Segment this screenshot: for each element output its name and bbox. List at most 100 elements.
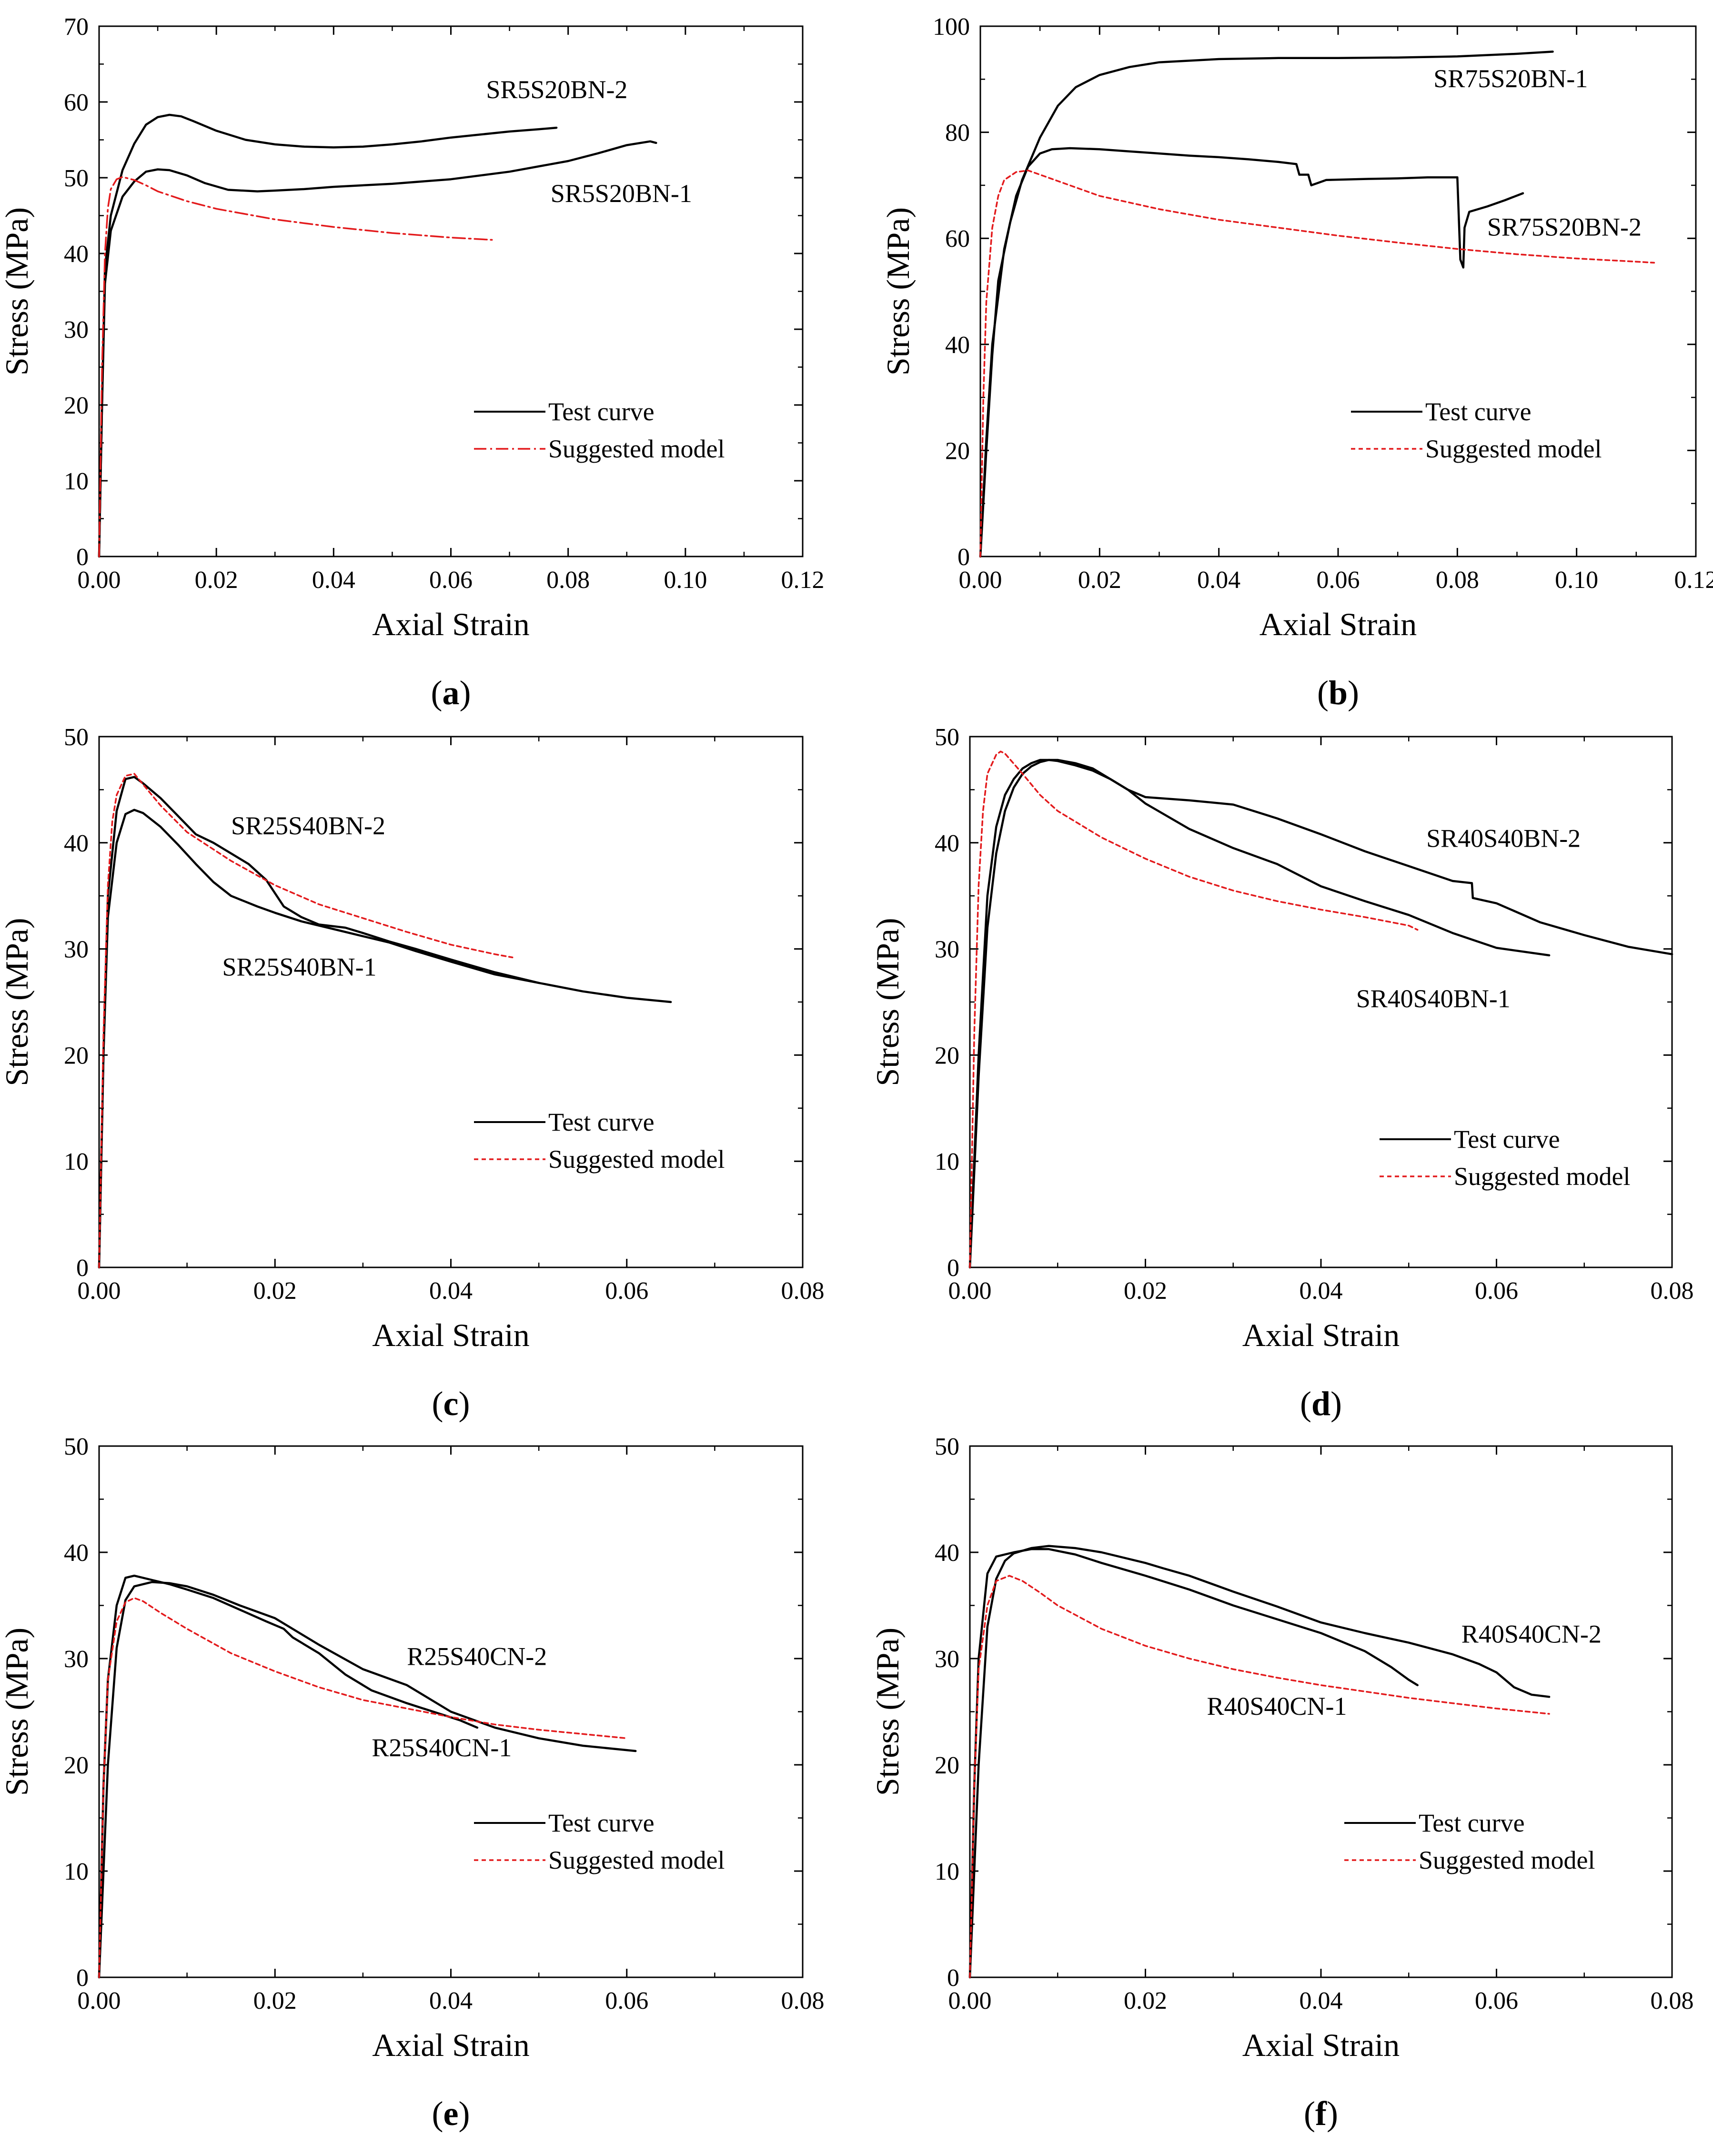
panel-label-letter: f — [1315, 2095, 1327, 2133]
plot-frame — [98, 25, 804, 557]
y-tick-label: 10 — [935, 1858, 959, 1885]
panel-label: (c) — [432, 1385, 470, 1423]
x-tick-label: 0.12 — [1674, 567, 1713, 594]
x-tick-label: 0.00 — [948, 1987, 992, 2014]
test-curve-sr25s40bn-1 — [98, 809, 540, 1269]
test-curve-sr5s20bn-1 — [98, 140, 657, 558]
chart-panel-c: 0.00 0.02 0.04 0.06 0.08 0 10 20 30 40 50 Axial Str… — [0, 724, 825, 1423]
test-curve-sr40s40bn-1 — [968, 759, 1551, 1269]
y-tick-label: 10 — [64, 1858, 89, 1885]
x-tick-label: 0.02 — [1124, 1277, 1167, 1305]
test-curve-sr40s40bn-2 — [968, 759, 1673, 1269]
y-tick-label: 60 — [945, 225, 970, 253]
x-tick-label: 0.08 — [1436, 567, 1479, 594]
y-tick-label: 40 — [945, 332, 970, 359]
x-tick-label: 0.04 — [429, 1277, 473, 1305]
y-tick-label: 100 — [933, 13, 970, 40]
legend: Test curve Suggested model — [1344, 1809, 1595, 1874]
chart-panel-a: 0.00 0.02 0.04 0.06 0.08 0.10 0.12 0 10 20 30 40 50 6… — [0, 13, 825, 712]
legend-label-model: Suggested model — [548, 1145, 725, 1174]
legend-label-test: Test curve — [548, 397, 655, 426]
y-tick-label: 0 — [76, 1255, 89, 1282]
y-tick-label: 0 — [947, 1255, 959, 1282]
panel-label: (f) — [1304, 2095, 1338, 2133]
panel-label-letter: d — [1311, 1385, 1330, 1423]
x-tick-label: 0.04 — [429, 1987, 473, 2014]
x-tick-label: 0.06 — [1317, 567, 1360, 594]
legend-label-model: Suggested model — [1454, 1162, 1630, 1191]
panel-label-close: ) — [1348, 674, 1359, 712]
series-label: SR40S40BN-1 — [1356, 984, 1511, 1013]
series-label: SR5S20BN-1 — [551, 179, 692, 208]
y-tick-label: 50 — [64, 724, 89, 751]
series-label: SR25S40BN-1 — [222, 952, 376, 981]
y-tick-label: 30 — [935, 1646, 959, 1673]
legend-label-test: Test curve — [1425, 397, 1532, 426]
y-tick-label: 20 — [64, 392, 89, 419]
series-label: R25S40CN-2 — [407, 1642, 547, 1670]
legend-label-model: Suggested model — [1425, 435, 1602, 463]
y-tick-label: 20 — [945, 437, 970, 465]
panel-label-open: ( — [431, 674, 443, 712]
series-label: SR5S20BN-2 — [486, 75, 627, 104]
y-tick-label: 0 — [76, 1964, 89, 1992]
x-axis-title: Axial Strain — [1242, 1317, 1400, 1353]
y-tick-label: 40 — [64, 830, 89, 857]
x-tick-label: 0.08 — [1651, 1277, 1694, 1305]
y-tick-label: 0 — [957, 544, 970, 571]
x-axis-title: Axial Strain — [372, 1317, 530, 1353]
x-axis-title: Axial Strain — [372, 2027, 530, 2063]
y-tick-label: 20 — [64, 1752, 89, 1779]
y-tick-label: 20 — [935, 1752, 959, 1779]
y-axis-title: Stress (MPa) — [880, 207, 916, 375]
y-tick-label: 60 — [64, 89, 89, 116]
model-curve — [98, 773, 514, 1268]
panel-label-letter: a — [443, 674, 460, 712]
plot-frame — [979, 25, 1697, 557]
y-tick-label: 30 — [64, 316, 89, 344]
x-tick-label: 0.10 — [664, 567, 707, 594]
panel-label-close: ) — [1327, 2095, 1338, 2133]
panel-label-close: ) — [460, 674, 471, 712]
series-label: R40S40CN-1 — [1207, 1692, 1347, 1721]
legend: Test curve Suggested model — [474, 1108, 725, 1174]
x-tick-label: 0.08 — [1651, 1987, 1694, 2014]
legend-label-test: Test curve — [1454, 1125, 1560, 1154]
x-axis-title: Axial Strain — [372, 606, 530, 642]
x-tick-label: 0.02 — [195, 567, 238, 594]
y-tick-label: 20 — [935, 1042, 959, 1069]
panel-label: (e) — [432, 2095, 470, 2133]
panel-label-open: ( — [1300, 1385, 1311, 1423]
series-label: SR40S40BN-2 — [1426, 824, 1581, 853]
x-tick-label: 0.08 — [781, 1987, 825, 2014]
legend-label-model: Suggested model — [548, 1846, 725, 1874]
panel-label-letter: c — [443, 1385, 459, 1423]
y-axis-title: Stress (MPa) — [869, 1628, 906, 1796]
chart-panel-b: 0.00 0.02 0.04 0.06 0.08 0.10 0.12 0 20 40 60 80 100… — [880, 13, 1713, 712]
y-tick-label: 10 — [64, 468, 89, 495]
panel-label-open: ( — [432, 2095, 443, 2133]
y-tick-label: 10 — [64, 1148, 89, 1175]
panel-label: (d) — [1300, 1385, 1342, 1423]
series-label: R40S40CN-2 — [1461, 1620, 1602, 1649]
y-axis-title: Stress (MPa) — [869, 918, 906, 1086]
chart-panel-e: 0.00 0.02 0.04 0.06 0.08 0 10 20 30 40 50 Axial Str… — [0, 1433, 825, 2133]
y-tick-label: 70 — [64, 13, 89, 40]
panel-label-close: ) — [1330, 1385, 1342, 1423]
x-tick-label: 0.02 — [1078, 567, 1121, 594]
y-tick-label: 40 — [935, 830, 959, 857]
y-tick-label: 20 — [64, 1042, 89, 1069]
legend-label-test: Test curve — [548, 1809, 655, 1837]
y-tick-label: 40 — [935, 1539, 959, 1567]
series-label: SR25S40BN-2 — [231, 811, 385, 840]
legend-label-test: Test curve — [548, 1108, 655, 1136]
test-curve-r25s40cn-2 — [98, 1581, 637, 1979]
x-axis-title: Axial Strain — [1242, 2027, 1400, 2063]
x-tick-label: 0.06 — [1475, 1987, 1518, 2014]
x-tick-label: 0.02 — [253, 1987, 297, 2014]
chart-panel-f: 0.00 0.02 0.04 0.06 0.08 0 10 20 30 40 50 Axial Str… — [869, 1433, 1694, 2133]
x-tick-label: 0.04 — [1300, 1987, 1343, 2014]
x-tick-label: 0.08 — [546, 567, 590, 594]
x-tick-label: 0.06 — [429, 567, 473, 594]
